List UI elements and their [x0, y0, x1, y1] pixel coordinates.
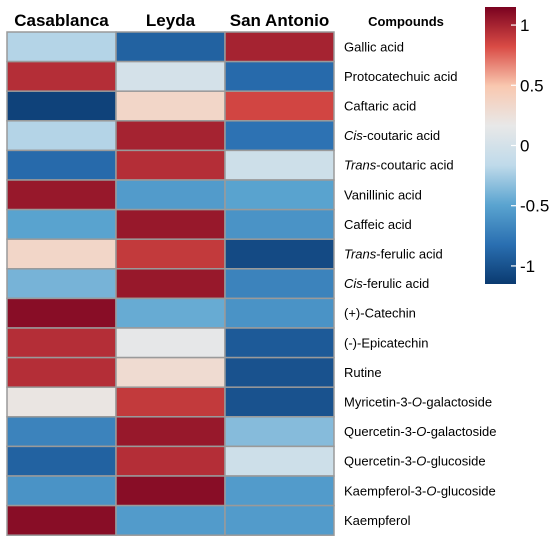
row-labels: Gallic acid Protocatechuic acid Caftaric a… [344, 39, 496, 528]
heatmap-cell [224, 90, 335, 122]
heatmap-cell [115, 445, 226, 477]
heatmap-cell [224, 504, 335, 536]
heatmap-cell [224, 120, 335, 152]
heatmap-cell [224, 149, 335, 181]
heatmap-cell [6, 475, 117, 507]
row-label: Quercetin-3-O-galactoside [344, 424, 496, 439]
colorbar: 1 0.5 0 -0.5 -1 [485, 7, 549, 284]
heatmap-cell [115, 327, 226, 359]
heatmap-cell [224, 179, 335, 211]
heatmap-cell [224, 445, 335, 477]
heatmap-cell [6, 297, 117, 329]
heatmap-cell [115, 268, 226, 300]
heatmap-cells [6, 31, 335, 536]
heatmap-cell [115, 297, 226, 329]
row-label: Myricetin-3-O-galactoside [344, 395, 492, 410]
colorbar-tick-label: 0.5 [520, 76, 544, 95]
row-label: Cis-ferulic acid [344, 276, 429, 291]
heatmap-cell [6, 120, 117, 152]
heatmap-cell [6, 416, 117, 448]
heatmap-cell [115, 208, 226, 240]
heatmap-cell [115, 90, 226, 122]
heatmap-cell [115, 504, 226, 536]
heatmap-cell [6, 179, 117, 211]
heatmap-cell [6, 238, 117, 270]
heatmap-cell [115, 31, 226, 63]
heatmap-cell [115, 386, 226, 418]
heatmap-cell [6, 386, 117, 418]
row-label: (+)-Catechin [344, 306, 416, 321]
column-label: Leyda [146, 11, 196, 30]
heatmap-cell [6, 31, 117, 63]
heatmap-cell [224, 268, 335, 300]
heatmap-cell [6, 356, 117, 388]
row-label: Rutine [344, 365, 382, 380]
heatmap-cell [115, 356, 226, 388]
colorbar-gradient [485, 7, 516, 284]
heatmap-cell [6, 445, 117, 477]
heatmap-cell [115, 149, 226, 181]
row-label: Kaempferol-3-O-glucoside [344, 483, 496, 498]
heatmap-cell [224, 208, 335, 240]
heatmap-cell [115, 238, 226, 270]
row-label: Caftaric acid [344, 99, 416, 114]
heatmap-cell [224, 31, 335, 63]
heatmap-cell [6, 327, 117, 359]
colorbar-tick-label: -1 [520, 257, 535, 276]
column-label: San Antonio [230, 11, 329, 30]
heatmap-cell [224, 297, 335, 329]
row-label: Caffeic acid [344, 217, 412, 232]
row-label: Trans-coutaric acid [344, 158, 454, 173]
heatmap-cell [115, 416, 226, 448]
row-label: Protocatechuic acid [344, 69, 457, 84]
heatmap-cell [6, 504, 117, 536]
row-label: Kaempferol [344, 513, 411, 528]
heatmap-cell [224, 60, 335, 92]
row-header: Compounds [368, 14, 444, 29]
row-label: Vanillinic acid [344, 187, 422, 202]
row-label: Quercetin-3-O-glucoside [344, 454, 486, 469]
heatmap-cell [224, 386, 335, 418]
row-label: Gallic acid [344, 39, 404, 54]
heatmap-cell [224, 356, 335, 388]
heatmap-cell [6, 60, 117, 92]
heatmap-cell [6, 149, 117, 181]
heatmap-cell [115, 60, 226, 92]
heatmap-cell [6, 208, 117, 240]
heatmap-cell [6, 268, 117, 300]
column-label: Casablanca [14, 11, 109, 30]
row-label: (-)-Epicatechin [344, 335, 429, 350]
heatmap-cell [224, 416, 335, 448]
heatmap-cell [224, 475, 335, 507]
heatmap-cell [115, 179, 226, 211]
heatmap-cell [6, 90, 117, 122]
colorbar-ticks: 1 0.5 0 -0.5 -1 [511, 16, 549, 276]
row-label: Cis-coutaric acid [344, 128, 440, 143]
colorbar-tick-label: -0.5 [520, 197, 549, 216]
heatmap-cell [224, 238, 335, 270]
heatmap-cell [224, 327, 335, 359]
heatmap-cell [115, 475, 226, 507]
colorbar-tick-label: 1 [520, 16, 529, 35]
heatmap-cell [115, 120, 226, 152]
colorbar-tick-label: 0 [520, 137, 529, 156]
row-label: Trans-ferulic acid [344, 247, 443, 262]
column-labels: Casablanca Leyda San Antonio [14, 11, 329, 30]
